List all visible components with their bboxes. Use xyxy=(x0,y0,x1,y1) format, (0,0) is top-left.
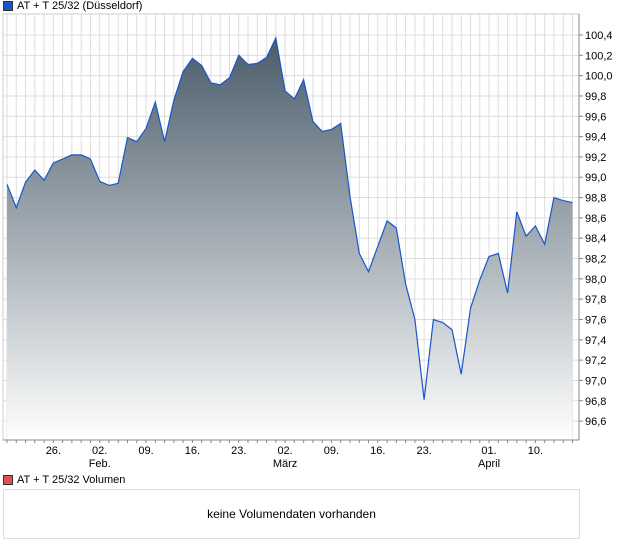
y-tick-label: 98,4 xyxy=(585,233,606,245)
price-legend-label: AT + T 25/32 (Düsseldorf) xyxy=(17,0,143,12)
x-month-label: Feb. xyxy=(89,458,111,470)
y-tick-label: 97,2 xyxy=(585,355,606,367)
x-month-label: März xyxy=(273,458,297,470)
y-tick-label: 98,0 xyxy=(585,274,606,286)
y-tick-label: 98,8 xyxy=(585,193,606,205)
volume-empty-message: keine Volumendaten vorhanden xyxy=(207,507,376,521)
y-tick-label: 100,0 xyxy=(585,71,613,83)
volume-legend: AT + T 25/32 Volumen xyxy=(3,474,125,486)
y-tick-label: 97,0 xyxy=(585,375,606,387)
x-tick-label: 10. xyxy=(528,445,543,457)
x-tick-label: 02. xyxy=(277,445,292,457)
x-month-label: April xyxy=(478,458,500,470)
y-tick-label: 100,2 xyxy=(585,50,613,62)
y-tick-label: 99,0 xyxy=(585,172,606,184)
x-tick-label: 16. xyxy=(370,445,385,457)
volume-legend-label: AT + T 25/32 Volumen xyxy=(17,474,126,486)
volume-panel: keine Volumendaten vorhanden xyxy=(3,489,580,539)
price-legend-swatch xyxy=(3,1,13,11)
y-tick-label: 99,2 xyxy=(585,152,606,164)
y-tick-label: 96,6 xyxy=(585,416,606,428)
price-chart: 100,4 100,2 100,0 99,8 99,6 99,4 99,2 99,0 98,8 9… xyxy=(2,13,613,470)
x-tick-label: 09. xyxy=(138,445,153,457)
y-tick-label: 99,4 xyxy=(585,132,606,144)
price-line xyxy=(6,36,573,400)
y-tick-label: 97,4 xyxy=(585,335,606,347)
y-tick-label: 98,6 xyxy=(585,213,606,225)
y-tick-label: 96,8 xyxy=(585,396,606,408)
x-tick-label: 09. xyxy=(324,445,339,457)
y-tick-label: 98,2 xyxy=(585,254,606,266)
x-tick-label: 16. xyxy=(185,445,200,457)
y-tick-label: 97,6 xyxy=(585,314,606,326)
price-legend: AT + T 25/32 (Düsseldorf) xyxy=(3,0,142,12)
x-tick-label: 23. xyxy=(417,445,432,457)
x-tick-label: 01. xyxy=(481,445,496,457)
x-tick-label: 23. xyxy=(231,445,246,457)
y-tick-label: 97,8 xyxy=(585,294,606,306)
y-tick-label: 99,8 xyxy=(585,91,606,103)
x-tick-label: 02. xyxy=(92,445,107,457)
volume-legend-swatch xyxy=(3,475,13,485)
y-tick-label: 99,6 xyxy=(585,111,606,123)
x-tick-label: 26. xyxy=(46,445,61,457)
y-tick-label: 100,4 xyxy=(585,30,613,42)
